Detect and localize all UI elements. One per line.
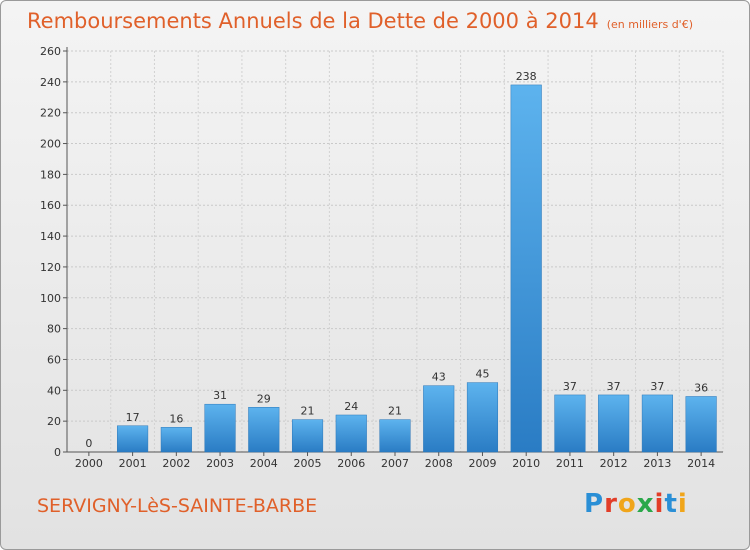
x-tick-label: 2006 (337, 457, 365, 470)
chart-title-text: Remboursements Annuels de la Dette de 20… (27, 9, 599, 33)
bar (466, 382, 499, 453)
logo-letter: i (654, 489, 665, 519)
data-label: 43 (432, 371, 446, 384)
logo-letter: i (677, 489, 688, 519)
data-label: 21 (388, 405, 402, 418)
labels: 0 2000 17 2001 16 2002 31 2003 29 2004 21 2005 24 200… (75, 70, 715, 470)
x-tick-label: 2007 (381, 457, 409, 470)
y-tick-label: 0 (54, 446, 61, 459)
y-tick-label: 40 (47, 384, 61, 397)
data-label: 37 (607, 380, 621, 393)
bar (291, 419, 324, 453)
bars (117, 84, 717, 453)
bar (510, 84, 542, 453)
grid (66, 50, 724, 453)
y-tick-label: 160 (40, 199, 61, 212)
bar (598, 394, 630, 453)
data-label: 24 (344, 400, 358, 413)
x-tick-label: 2011 (556, 457, 584, 470)
proxiti-logo: Proxiti (584, 489, 688, 519)
logo-letter: x (636, 489, 655, 519)
data-label: 37 (563, 380, 577, 393)
y-tick-label: 240 (40, 76, 61, 89)
data-label: 29 (257, 392, 271, 405)
logo-letter: o (617, 489, 637, 519)
data-label: 37 (650, 380, 664, 393)
logo-letter: r (604, 489, 618, 519)
x-tick-label: 2000 (75, 457, 103, 470)
commune-name: SERVIGNY-LèS-SAINTE-BARBE (37, 495, 318, 517)
data-label: 238 (516, 70, 537, 83)
data-label: 21 (301, 405, 315, 418)
x-tick-label: 2005 (294, 457, 322, 470)
x-tick-label: 2003 (206, 457, 234, 470)
chart-title: Remboursements Annuels de la Dette de 20… (27, 9, 693, 33)
x-tick-label: 2013 (643, 457, 671, 470)
bar (335, 414, 367, 453)
data-label: 31 (213, 389, 227, 402)
x-tick-label: 2002 (162, 457, 190, 470)
x-tick-label: 2010 (512, 457, 540, 470)
y-tick-label: 220 (40, 107, 61, 120)
logo-letter: t (664, 489, 678, 519)
x-tick-label: 2004 (250, 457, 278, 470)
y-tick-label: 120 (40, 261, 61, 274)
y-tick-label: 80 (47, 323, 61, 336)
y-tick-label: 180 (40, 168, 61, 181)
x-tick-label: 2008 (425, 457, 453, 470)
x-tick-label: 2014 (687, 457, 715, 470)
chart-unit: (en milliers d'€) (606, 18, 693, 31)
bar (379, 419, 411, 453)
bar (641, 394, 673, 453)
y-tick-label: 200 (40, 138, 61, 151)
x-tick-label: 2012 (600, 457, 628, 470)
bar (204, 403, 236, 453)
data-label: 45 (475, 368, 489, 381)
y-tick-label: 140 (40, 230, 61, 243)
bar (160, 427, 192, 453)
data-label: 0 (85, 437, 92, 450)
bar (554, 394, 586, 453)
y-tick-label: 260 (40, 45, 61, 58)
bar (685, 396, 717, 453)
x-tick-label: 2001 (119, 457, 147, 470)
data-label: 16 (169, 412, 183, 425)
y-tick-label: 60 (47, 353, 61, 366)
y-tick-label: 20 (47, 415, 61, 428)
data-label: 17 (126, 411, 140, 424)
x-tick-label: 2009 (468, 457, 496, 470)
data-label: 36 (694, 381, 708, 394)
logo-letter: P (584, 489, 605, 519)
y-tick-label: 100 (40, 292, 61, 305)
bar (117, 425, 149, 453)
bar (248, 407, 280, 453)
bar (423, 385, 455, 453)
